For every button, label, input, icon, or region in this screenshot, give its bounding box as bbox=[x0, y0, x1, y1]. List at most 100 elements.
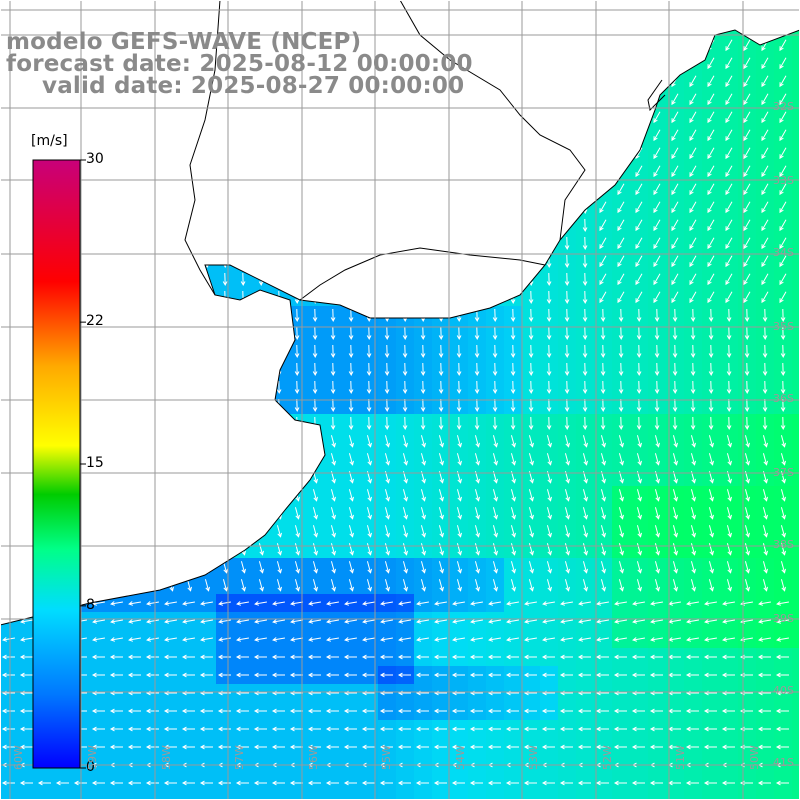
wind-arrow bbox=[564, 344, 570, 359]
wind-arrow bbox=[222, 416, 228, 431]
wind-arrow bbox=[114, 525, 120, 538]
wind-cell bbox=[144, 450, 162, 468]
wind-arrow bbox=[150, 218, 156, 233]
wind-cell bbox=[486, 252, 504, 270]
wind-arrow bbox=[384, 435, 390, 448]
wind-cell bbox=[252, 792, 270, 800]
wind-cell bbox=[162, 108, 180, 126]
wind-arrow bbox=[541, 780, 555, 786]
wind-arrow bbox=[488, 601, 501, 606]
wind-arrow bbox=[546, 326, 552, 341]
wind-arrow bbox=[325, 708, 339, 714]
wind-arrow bbox=[438, 110, 444, 125]
wind-arrow bbox=[168, 182, 174, 197]
wind-arrow bbox=[618, 380, 624, 395]
wind-arrow bbox=[564, 326, 570, 341]
wind-arrow bbox=[164, 619, 177, 624]
wind-cell bbox=[792, 450, 800, 468]
wind-cell bbox=[180, 522, 198, 540]
wind-arrow bbox=[24, 362, 30, 377]
longitude-label: 57W bbox=[233, 745, 246, 770]
wind-cell bbox=[234, 378, 252, 396]
wind-cell bbox=[306, 108, 324, 126]
wind-arrow bbox=[671, 183, 679, 196]
wind-arrow bbox=[343, 780, 357, 786]
wind-arrow bbox=[289, 654, 303, 660]
wind-cell bbox=[684, 0, 702, 18]
wind-cell bbox=[180, 486, 198, 504]
wind-arrow bbox=[348, 218, 354, 233]
wind-cell bbox=[540, 30, 558, 36]
wind-arrow bbox=[528, 30, 534, 35]
wind-arrow bbox=[438, 362, 444, 377]
wind-cell bbox=[540, 144, 558, 162]
wind-arrow bbox=[128, 619, 141, 624]
wind-arrow bbox=[186, 453, 192, 466]
wind-arrow bbox=[636, 543, 642, 556]
wind-cell bbox=[450, 270, 468, 288]
wind-arrow bbox=[743, 75, 751, 88]
wind-arrow bbox=[564, 453, 570, 466]
wind-arrow bbox=[217, 654, 231, 660]
wind-arrow bbox=[708, 308, 714, 323]
wind-arrow bbox=[132, 254, 138, 269]
wind-arrow bbox=[689, 255, 697, 268]
wind-cell bbox=[450, 0, 468, 18]
wind-cell bbox=[504, 126, 522, 144]
wind-cell bbox=[378, 0, 396, 18]
wind-arrow bbox=[236, 619, 249, 624]
wind-arrow bbox=[384, 290, 390, 305]
wind-cell bbox=[504, 30, 522, 36]
wind-cell bbox=[792, 342, 800, 360]
wind-arrow bbox=[438, 218, 444, 233]
wind-cell bbox=[522, 162, 540, 180]
wind-arrow bbox=[528, 56, 534, 71]
wind-arrow bbox=[181, 780, 195, 786]
wind-arrow bbox=[438, 38, 444, 53]
wind-cell bbox=[198, 396, 216, 414]
wind-cell bbox=[216, 486, 234, 504]
wind-arrow bbox=[600, 416, 606, 431]
wind-cell bbox=[288, 468, 306, 486]
wind-cell bbox=[342, 792, 360, 800]
wind-cell bbox=[90, 576, 108, 594]
wind-arrow bbox=[510, 362, 516, 377]
wind-arrow bbox=[348, 128, 354, 143]
wind-cell bbox=[270, 108, 288, 126]
wind-arrow bbox=[308, 619, 321, 624]
wind-cell bbox=[504, 270, 522, 288]
wind-arrow bbox=[528, 398, 534, 413]
wind-arrow bbox=[433, 654, 447, 660]
wind-arrow bbox=[348, 110, 354, 125]
wind-arrow bbox=[289, 780, 303, 786]
wind-arrow bbox=[24, 254, 30, 269]
wind-arrow bbox=[168, 489, 174, 502]
wind-arrow bbox=[150, 380, 156, 395]
wind-arrow bbox=[761, 129, 769, 142]
wind-cell bbox=[540, 36, 558, 54]
wind-arrow bbox=[546, 164, 552, 179]
wind-arrow bbox=[1, 780, 15, 786]
wind-arrow bbox=[150, 128, 156, 143]
wind-cell bbox=[180, 414, 198, 432]
wind-cell bbox=[576, 0, 594, 18]
wind-arrow bbox=[110, 637, 123, 642]
wind-arrow bbox=[776, 619, 789, 624]
wind-arrow bbox=[330, 272, 336, 287]
wind-arrow bbox=[24, 507, 30, 520]
wind-arrow bbox=[24, 489, 30, 502]
wind-arrow bbox=[510, 507, 516, 520]
wind-arrow bbox=[474, 92, 480, 107]
wind-arrow bbox=[671, 255, 679, 268]
wind-arrow bbox=[222, 128, 228, 143]
wind-cell bbox=[792, 612, 800, 630]
wind-arrow bbox=[366, 344, 372, 359]
wind-arrow bbox=[168, 200, 174, 215]
wind-arrow bbox=[510, 489, 516, 502]
wind-arrow bbox=[510, 164, 516, 179]
wind-arrow bbox=[636, 525, 642, 538]
wind-arrow bbox=[492, 308, 498, 323]
wind-cell bbox=[198, 216, 216, 234]
wind-arrow bbox=[672, 525, 678, 538]
wind-arrow bbox=[721, 780, 735, 786]
